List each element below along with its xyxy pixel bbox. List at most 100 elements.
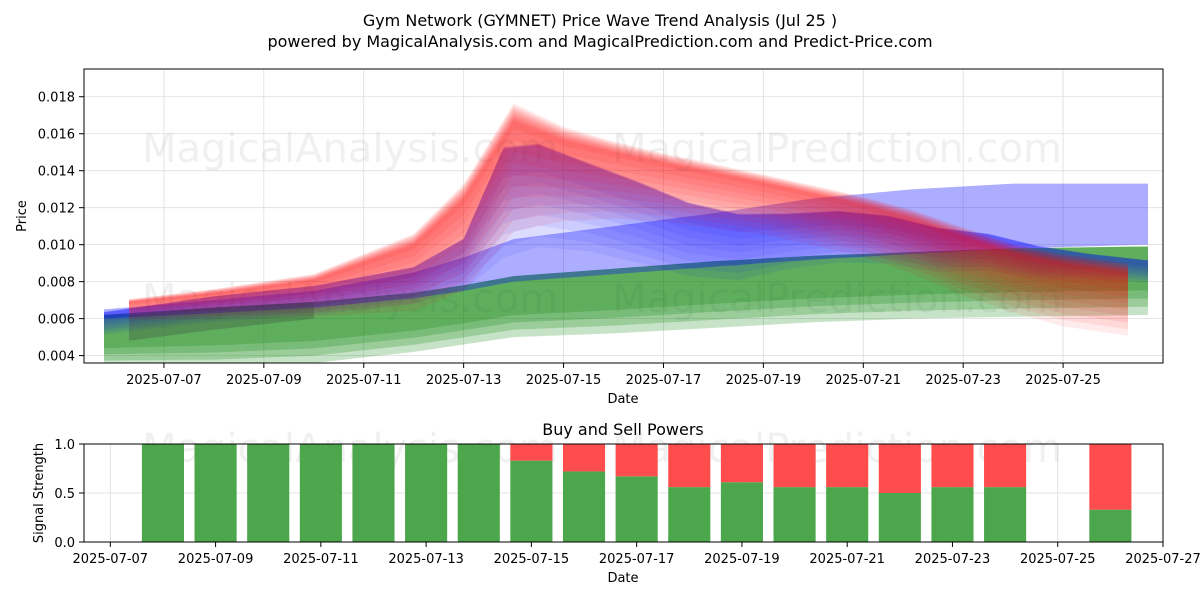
red-waves-area (129, 118, 1128, 330)
buy-bar (615, 476, 658, 542)
top-y-tick-label: 0.008 (38, 276, 75, 291)
blue-waves-area (104, 145, 1148, 321)
red-waves-area (129, 113, 1128, 313)
top-series-clip (104, 103, 1148, 363)
bottom-x-tick-label: 2025-07-11 (283, 552, 359, 567)
bottom-x-tick-label: 2025-07-15 (494, 552, 570, 567)
blue-waves-area (104, 144, 1148, 323)
buy-bar (247, 444, 290, 542)
buy-bar (931, 487, 974, 542)
top-x-tick-label: 2025-07-13 (426, 373, 502, 388)
blue-band-area (104, 183, 1148, 319)
bottom-x-tick-label: 2025-07-19 (704, 552, 780, 567)
bottom-y-label: Signal Strength (32, 443, 47, 543)
signal-title: Buy and Sell Powers (542, 420, 704, 439)
bottom-x-tick-label: 2025-07-17 (599, 552, 675, 567)
top-y-label: Price (15, 200, 30, 232)
red-waves-area (129, 120, 1128, 336)
blue-waves-area (104, 144, 1148, 325)
red-waves-area (129, 107, 1128, 308)
buy-bar (720, 482, 763, 542)
bottom-x-tick-label: 2025-07-07 (73, 552, 149, 567)
bottom-y-tick-label: 1.0 (54, 438, 75, 453)
blue-waves-area (104, 145, 1148, 319)
buy-bar (984, 487, 1027, 542)
bottom-x-label: Date (607, 571, 638, 586)
blue-waves-area (104, 143, 1148, 332)
top-y-tick-label: 0.018 (38, 91, 75, 106)
bottom-x-tick-label: 2025-07-25 (1020, 552, 1096, 567)
top-x-tick-label: 2025-07-07 (126, 373, 202, 388)
chart-title: Gym Network (GYMNET) Price Wave Trend An… (363, 11, 837, 30)
sell-bar (615, 444, 658, 477)
top-x-tick-label: 2025-07-09 (226, 373, 302, 388)
buy-bar (562, 471, 606, 542)
sell-bar (826, 444, 869, 488)
top-x-tick-label: 2025-07-19 (726, 373, 802, 388)
buy-bar (457, 444, 500, 542)
top-watermarks: MagicalAnalysis.com MagicalPrediction.com… (142, 126, 1062, 322)
buy-bar (773, 487, 816, 542)
signal-bars (141, 444, 1132, 542)
sell-bar (720, 444, 763, 483)
top-frame (83, 68, 1164, 364)
green-band-area (104, 246, 1148, 349)
sell-bar (668, 444, 711, 488)
sell-bar (878, 444, 921, 493)
top-x-tick-label: 2025-07-17 (626, 373, 702, 388)
blue-waves-area (104, 144, 1148, 328)
sell-bar (931, 444, 974, 488)
top-y-tick-label: 0.014 (38, 165, 75, 180)
buy-bar (141, 444, 185, 542)
sell-bar (1089, 444, 1132, 510)
buy-bar (878, 493, 921, 542)
top-y-tick-label: 0.016 (38, 128, 75, 143)
top-grid (84, 69, 1163, 363)
bottom-x-tick-label: 2025-07-13 (388, 552, 464, 567)
bottom-y-ticks: 0.0 0.5 1.0 (54, 438, 84, 551)
red-waves-area (129, 105, 1128, 306)
red-waves-area (129, 114, 1128, 317)
top-x-tick-label: 2025-07-15 (526, 373, 602, 388)
buy-bar (510, 460, 553, 542)
top-x-tick-label: 2025-07-25 (1025, 373, 1101, 388)
watermark-text: MagicalAnalysis.com (142, 126, 558, 172)
bottom-x-tick-label: 2025-07-21 (809, 552, 885, 567)
bottom-x-tick-label: 2025-07-09 (178, 552, 254, 567)
bottom-x-tick-label: 2025-07-23 (915, 552, 991, 567)
bottom-x-ticks: 2025-07-07 2025-07-09 2025-07-11 2025-07-13… (73, 542, 1200, 567)
red-waves-area (129, 116, 1128, 323)
red-waves-area (129, 111, 1128, 311)
sell-bar (510, 444, 553, 461)
top-x-label: Date (607, 392, 638, 407)
bottom-y-tick-label: 0.0 (54, 536, 75, 551)
blue-waves-area (104, 144, 1148, 330)
top-x-tick-label: 2025-07-21 (825, 373, 901, 388)
sell-bar (773, 444, 816, 488)
price-plot: MagicalAnalysis.com MagicalPrediction.com… (15, 68, 1164, 407)
top-y-tick-label: 0.010 (38, 239, 75, 254)
top-x-tick-label: 2025-07-11 (326, 373, 402, 388)
watermark-text: MagicalAnalysis.com (142, 276, 558, 322)
top-y-tick-label: 0.006 (38, 313, 75, 328)
buy-bar (352, 444, 395, 542)
sell-bar (562, 444, 606, 472)
green-band-area (104, 246, 1148, 361)
watermark-text: MagicalPrediction.com (612, 276, 1062, 322)
top-y-ticks: 0.004 0.006 0.008 0.010 0.012 0.014 0.016 0.018 (38, 91, 84, 365)
buy-bar (1089, 509, 1132, 542)
chart-subtitle: powered by MagicalAnalysis.com and Magic… (267, 32, 932, 51)
buy-bar (299, 444, 342, 542)
top-y-tick-label: 0.012 (38, 202, 75, 217)
top-y-tick-label: 0.004 (38, 350, 75, 365)
sell-bar (984, 444, 1027, 488)
buy-bar (668, 487, 711, 542)
overlap-shade (129, 302, 314, 341)
buy-bar (194, 444, 237, 542)
top-x-tick-label: 2025-07-23 (925, 373, 1001, 388)
blue-waves-area (104, 143, 1148, 335)
top-series (104, 103, 1148, 363)
top-x-ticks: 2025-07-07 2025-07-09 2025-07-11 2025-07-13… (126, 363, 1101, 388)
green-band-area (104, 246, 1148, 363)
